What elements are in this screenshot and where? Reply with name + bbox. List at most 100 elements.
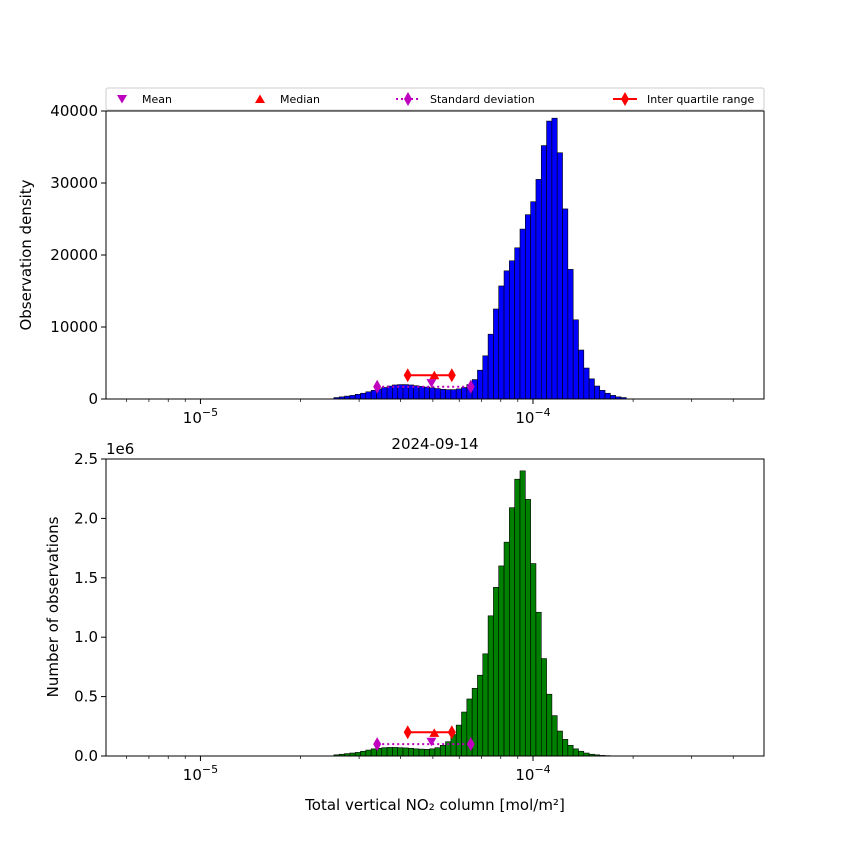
top-bar <box>584 368 589 399</box>
bottom-bar <box>499 566 504 756</box>
bottom-y-tick-label: 1.0 <box>74 628 98 646</box>
top-bar <box>387 386 392 399</box>
top-bar <box>499 286 504 399</box>
top-bar <box>440 389 445 399</box>
top-bar <box>563 209 568 399</box>
x-axis-label: Total vertical NO₂ column [mol/m²] <box>304 796 565 814</box>
top-bar <box>355 394 360 399</box>
bottom-y-axis-label: Number of observations <box>44 516 62 697</box>
bottom-bar <box>456 725 461 756</box>
bottom-bar <box>525 499 530 756</box>
top-y-tick-label: 30000 <box>50 174 98 192</box>
bottom-x-tick-label: 10−4 <box>515 763 550 784</box>
bottom-bar <box>547 694 552 756</box>
top-bar <box>520 229 525 399</box>
bottom-bar <box>419 749 424 756</box>
bottom-y-tick-label: 0.0 <box>74 747 98 765</box>
top-bar <box>462 387 467 399</box>
top-y-tick-label: 10000 <box>50 318 98 336</box>
top-bar <box>361 393 366 399</box>
bottom-bar <box>563 739 568 756</box>
top-bar <box>568 269 573 399</box>
top-bar <box>424 387 429 399</box>
bottom-offset-text: 1e6 <box>106 440 134 458</box>
bottom-bar <box>398 748 403 756</box>
top-bar <box>578 350 583 399</box>
top-x-tick-label: 10−5 <box>183 406 218 427</box>
bottom-bar <box>493 587 498 756</box>
bottom-y-tick-label: 2.0 <box>74 509 98 527</box>
bottom-bar <box>424 749 429 756</box>
bottom-bar <box>387 747 392 756</box>
bottom-bar <box>531 564 536 756</box>
top-bar <box>589 379 594 399</box>
top-iqr-marker <box>404 368 412 382</box>
bottom-bar <box>392 747 397 756</box>
bottom-bar <box>504 542 509 756</box>
bottom-bar <box>573 749 578 756</box>
bottom-bar <box>361 751 366 756</box>
top-bar <box>493 309 498 399</box>
bottom-bar <box>382 748 387 756</box>
bottom-y-tick-label: 2.5 <box>74 450 98 468</box>
top-bar <box>488 334 493 399</box>
bottom-iqr-marker <box>404 725 412 739</box>
bottom-bar <box>462 712 467 756</box>
top-bar <box>430 388 435 399</box>
bottom-bar <box>568 745 573 756</box>
bottom-bar <box>435 748 440 756</box>
top-bar <box>594 386 599 399</box>
bottom-axes-frame <box>106 459 764 756</box>
top-bar <box>610 395 615 399</box>
top-bar <box>419 386 424 399</box>
bottom-bar <box>483 654 488 756</box>
top-bar <box>600 390 605 399</box>
bottom-bar <box>536 612 541 756</box>
top-bar <box>504 271 509 399</box>
top-bar <box>451 390 456 399</box>
bottom-bar <box>488 616 493 756</box>
legend-label: Mean <box>142 93 172 106</box>
top-y-tick-label: 20000 <box>50 246 98 264</box>
bottom-bar <box>408 748 413 756</box>
top-y-tick-label: 40000 <box>50 102 98 120</box>
bottom-bar <box>552 716 557 756</box>
top-bar <box>573 320 578 399</box>
bottom-bar <box>403 748 408 756</box>
top-bar <box>557 153 562 399</box>
bottom-bar <box>520 471 525 756</box>
top-bar <box>536 179 541 399</box>
legend-label: Median <box>280 93 320 106</box>
top-bar <box>541 146 546 399</box>
top-bar <box>547 121 552 399</box>
top-bar <box>552 118 557 399</box>
top-bar <box>366 392 371 399</box>
top-iqr-marker <box>448 368 456 382</box>
bottom-bar <box>366 750 371 756</box>
top-y-axis-label: Observation density <box>17 179 35 330</box>
legend-label: Inter quartile range <box>647 93 754 106</box>
bottom-bar <box>578 751 583 756</box>
top-bar <box>350 395 355 399</box>
bottom-bar <box>371 749 376 756</box>
bottom-bar <box>477 675 482 756</box>
top-axes-frame <box>106 111 764 399</box>
top-bar <box>515 248 520 399</box>
top-bar <box>371 390 376 399</box>
top-bar <box>509 261 514 399</box>
top-bar <box>446 390 451 399</box>
top-bar <box>483 356 488 399</box>
bottom-y-tick-label: 0.5 <box>74 688 98 706</box>
bottom-bar <box>509 508 514 756</box>
top-bar <box>382 387 387 399</box>
top-bar <box>525 215 530 399</box>
bottom-bar <box>440 745 445 756</box>
bottom-bar <box>541 659 546 756</box>
top-bar <box>477 370 482 399</box>
top-x-tick-label: 10−4 <box>515 406 550 427</box>
bottom-bar <box>430 749 435 756</box>
